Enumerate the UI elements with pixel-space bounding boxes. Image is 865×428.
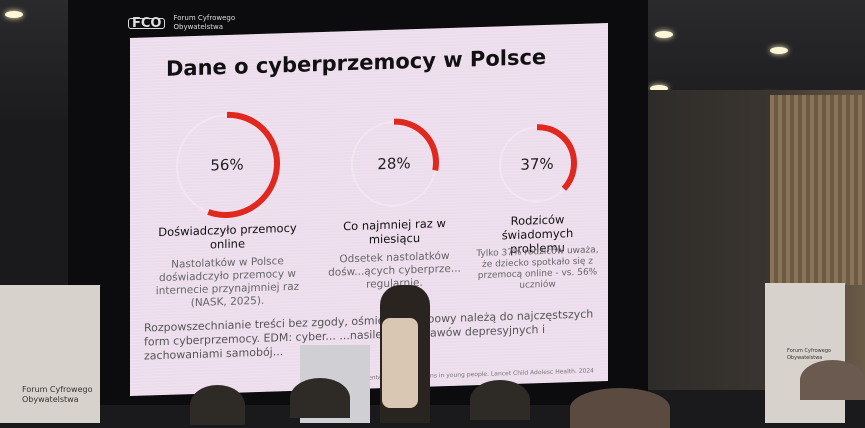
- banner-left: Forum Cyfrowego Obywatelstwa: [0, 285, 100, 423]
- banner-line2: Obywatelstwa: [787, 355, 823, 361]
- forum-logo: FCO Forum Cyfrowego Obywatelstwa: [128, 14, 235, 32]
- donut-charts: [174, 111, 577, 218]
- banner-line1: Forum Cyfrowego: [22, 385, 93, 394]
- stat-body: Tylko 37% rodziców uważa, że dziecko spo…: [476, 245, 599, 291]
- donut-arc: [349, 118, 439, 209]
- ceiling-light: [5, 11, 23, 18]
- audience-head: [800, 360, 865, 400]
- presentation-slide: Dane o cyberprzemocy w Polsce 56% 28% 37…: [130, 22, 608, 397]
- stat-value: 37%: [520, 154, 554, 174]
- logo-line1: Forum Cyfrowego: [173, 14, 236, 22]
- stat-label: Doświadczyło przemocy online: [158, 220, 297, 252]
- ceiling-light: [770, 47, 788, 54]
- banner-line1: Forum Cyfrowego: [787, 348, 832, 354]
- ceiling-light: [650, 85, 668, 92]
- banner-right: Forum Cyfrowego Obywatelstwa: [765, 283, 845, 423]
- ceiling-light: [655, 31, 673, 38]
- stat-body: Nastolatków w Polsce doświadczyło przemo…: [155, 255, 300, 310]
- logo-mark: FCO: [128, 17, 166, 30]
- audience-head: [570, 388, 670, 428]
- audience-head: [290, 378, 350, 418]
- donut-arc: [497, 124, 577, 205]
- stat-value: 56%: [210, 155, 244, 175]
- curtain: [770, 95, 865, 285]
- stat-value: 28%: [377, 154, 411, 174]
- audience-head: [470, 380, 530, 420]
- speaker-jacket: [382, 318, 418, 408]
- donut-arc: [174, 111, 280, 218]
- audience-head: [190, 385, 245, 425]
- slide-title: Dane o cyberprzemocy w Polsce: [166, 44, 547, 81]
- stat-label: Co najmniej raz w miesiącu: [343, 216, 446, 247]
- logo-line2: Obywatelstwa: [173, 23, 223, 31]
- banner-line2: Obywatelstwa: [22, 395, 79, 404]
